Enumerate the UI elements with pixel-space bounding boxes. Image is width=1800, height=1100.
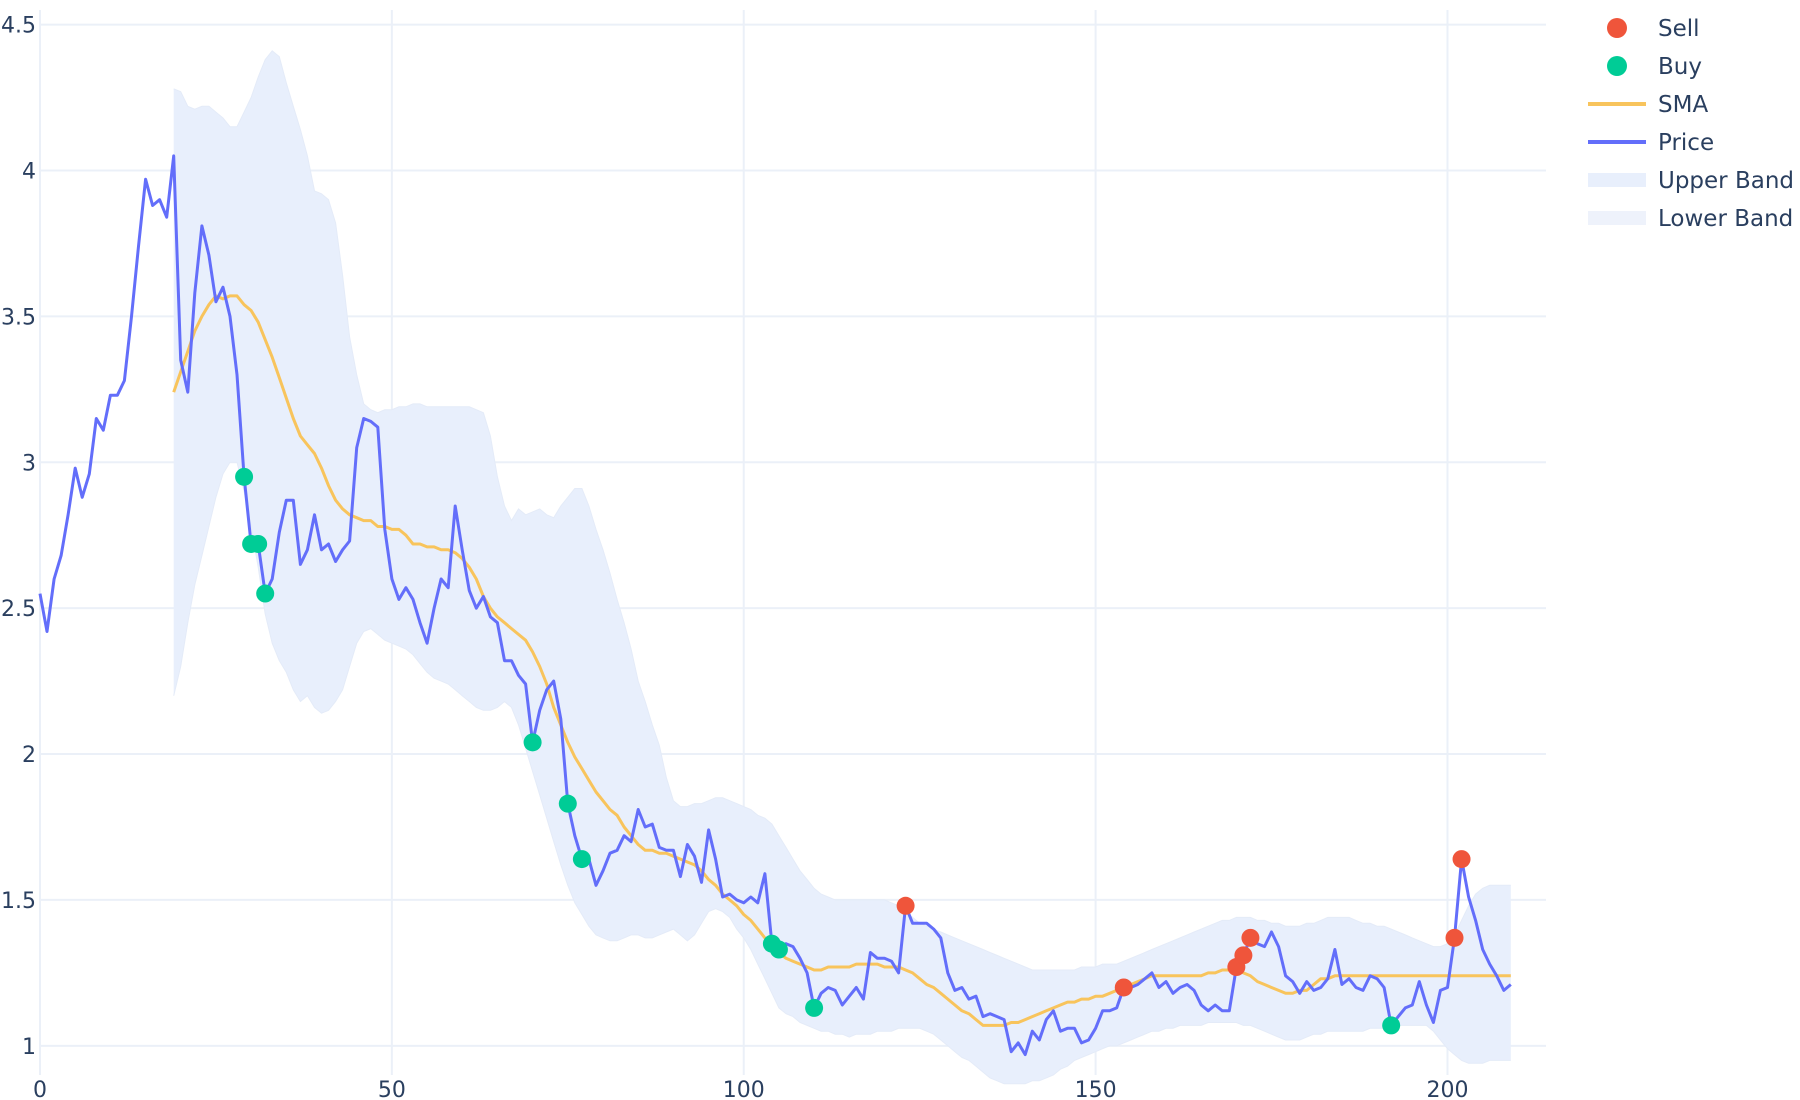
sell-marker[interactable]: [1241, 928, 1260, 947]
legend-label: Upper Band: [1658, 168, 1794, 194]
x-tick-label: 50: [378, 1078, 406, 1100]
legend-swatch: [1607, 18, 1627, 38]
x-tick-label: 200: [1426, 1078, 1468, 1100]
legend-item-sma[interactable]: SMA: [1588, 92, 1708, 118]
legend-swatch: [1588, 211, 1646, 225]
legend-item-buy[interactable]: Buy: [1607, 54, 1702, 80]
upper-band-line: [173, 50, 1511, 971]
bollinger-band: [173, 50, 1511, 1085]
legend-item-price[interactable]: Price: [1588, 130, 1714, 156]
buy-marker[interactable]: [523, 733, 542, 752]
buy-marker[interactable]: [249, 534, 268, 553]
x-tick-label: 0: [33, 1078, 47, 1100]
y-tick-label: 3: [22, 451, 36, 476]
x-tick-label: 100: [723, 1078, 765, 1100]
y-tick-label: 4.5: [1, 14, 36, 39]
legend-item-lower-band[interactable]: Lower Band: [1588, 206, 1793, 232]
legend-item-upper-band[interactable]: Upper Band: [1588, 168, 1794, 194]
legend-label: Lower Band: [1658, 206, 1793, 232]
buy-marker[interactable]: [769, 940, 788, 959]
sell-marker[interactable]: [1234, 946, 1253, 965]
y-tick-label: 3.5: [1, 305, 36, 330]
y-axis-tick-labels: 1 1.5 2 2.5 3 3.5 4 4.5: [1, 14, 36, 1060]
y-tick-label: 1.5: [1, 889, 36, 914]
upper-band-fill: [173, 50, 1511, 1084]
x-tick-label: 150: [1075, 1078, 1117, 1100]
buy-marker[interactable]: [558, 794, 577, 813]
buy-marker[interactable]: [805, 998, 824, 1017]
lower-band-line: [173, 461, 1511, 1085]
sell-marker[interactable]: [1452, 850, 1471, 869]
buy-marker[interactable]: [1382, 1016, 1401, 1035]
sell-marker[interactable]: [1114, 978, 1133, 997]
sell-marker[interactable]: [1445, 928, 1464, 947]
y-tick-label: 2: [22, 743, 36, 768]
legend-label: Buy: [1658, 54, 1702, 80]
legend-item-sell[interactable]: Sell: [1607, 16, 1700, 42]
y-tick-label: 1: [22, 1035, 36, 1060]
legend-swatch: [1607, 56, 1627, 76]
sma-line: [172, 294, 1511, 1027]
legend[interactable]: Sell Buy SMA Price Upper Band Lower Band: [1588, 16, 1794, 232]
buy-marker[interactable]: [235, 467, 254, 486]
sell-marker[interactable]: [896, 896, 915, 915]
legend-label: Price: [1658, 130, 1714, 156]
buy-marker[interactable]: [572, 850, 591, 869]
buy-marker[interactable]: [256, 584, 275, 603]
y-tick-label: 4: [22, 159, 36, 184]
legend-label: Sell: [1658, 16, 1700, 42]
legend-label: SMA: [1658, 92, 1708, 118]
legend-swatch: [1588, 173, 1646, 187]
x-axis-tick-labels: 0 50 100 150 200: [33, 1078, 1468, 1100]
signal-markers: [235, 467, 1471, 1035]
y-tick-label: 2.5: [1, 597, 36, 622]
